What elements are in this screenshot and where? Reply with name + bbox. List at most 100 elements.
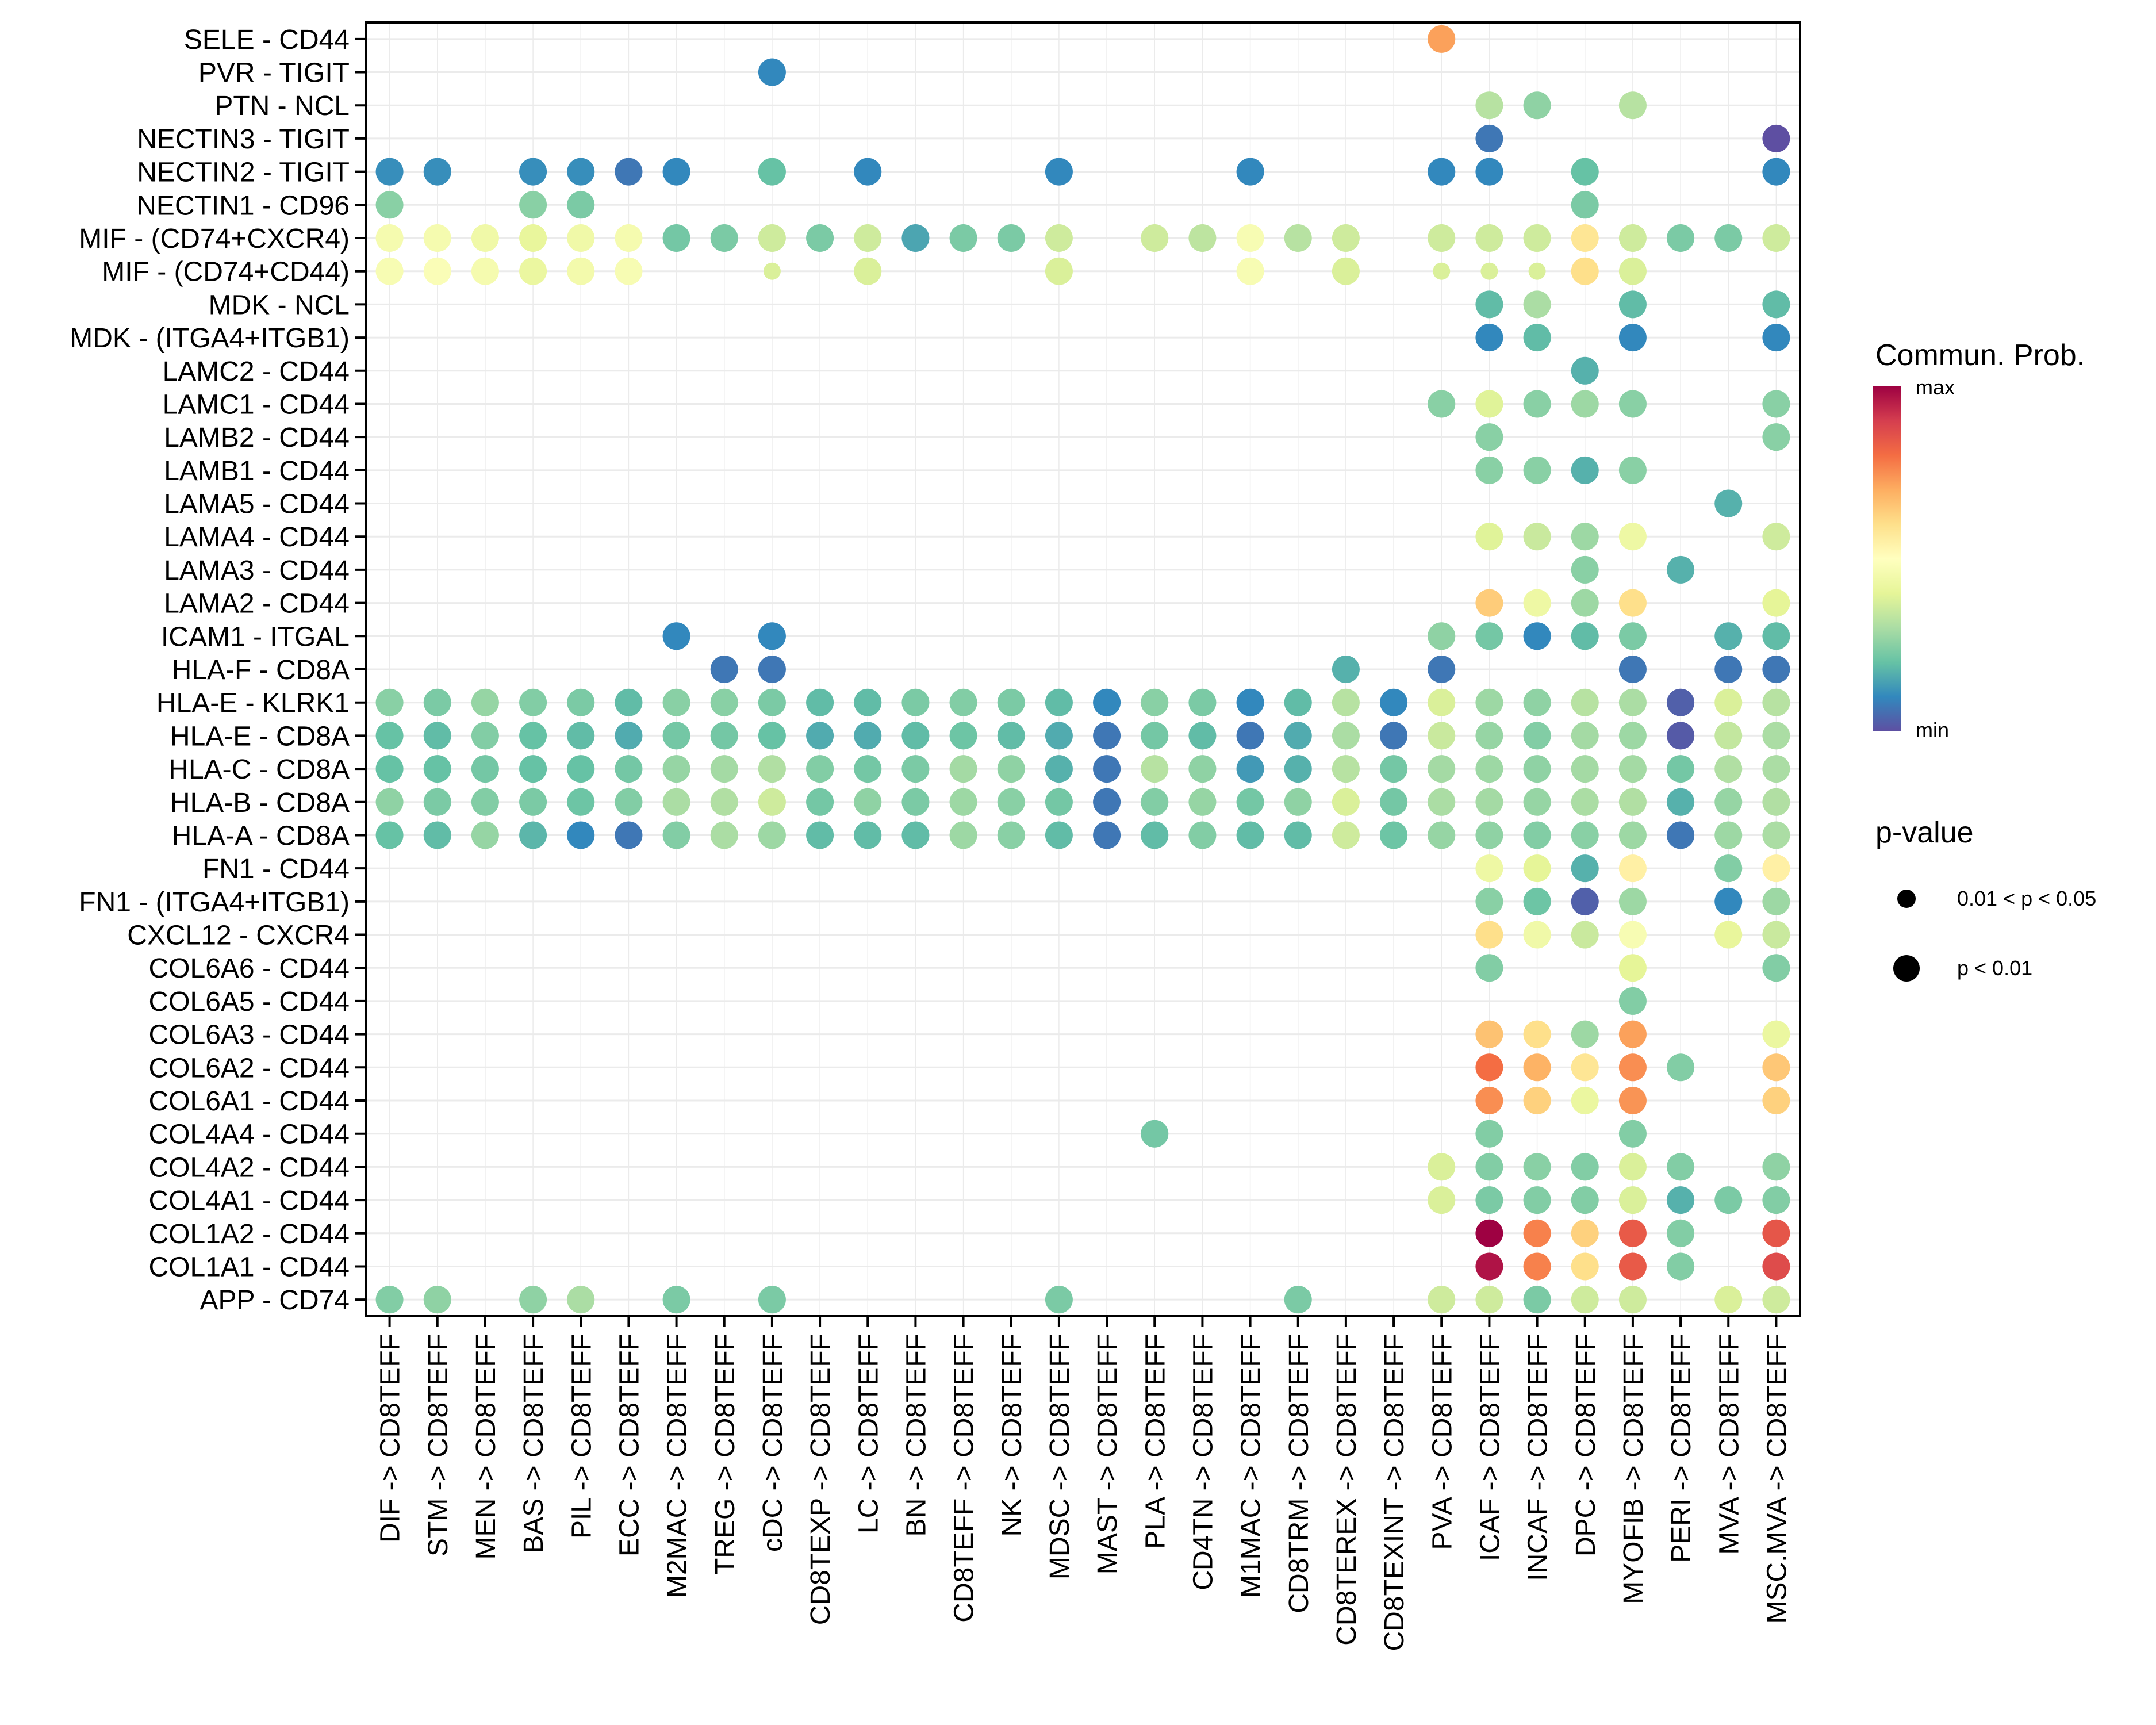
data-point: ICAM1 - ITGAL | ICAF -> CD8TEFF [1475, 622, 1503, 650]
y-tick-label: COL4A2 - CD44 [149, 1152, 350, 1183]
data-point: COL6A3 - CD44 | MSC.MVA -> CD8TEFF [1762, 1020, 1790, 1048]
data-point: HLA-C - CD8A | CD4TN -> CD8TEFF [1188, 755, 1217, 783]
data-point: HLA-B - CD8A | CD8TEXP -> CD8TEFF [806, 788, 834, 816]
data-point: HLA-B - CD8A | cDC -> CD8TEFF [758, 788, 786, 816]
data-point: HLA-E - CD8A | NK -> CD8TEFF [997, 722, 1025, 750]
data-point: APP - CD74 | cDC -> CD8TEFF [758, 1286, 786, 1314]
data-point: HLA-A - CD8A | LC -> CD8TEFF [854, 821, 882, 849]
data-point: MDK - NCL | MYOFIB -> CD8TEFF [1618, 290, 1647, 319]
data-point: APP - CD74 | DIF -> CD8TEFF [375, 1286, 404, 1314]
data-point: HLA-C - CD8A | CD8TEXINT -> CD8TEFF [1380, 755, 1408, 783]
data-point: HLA-E - CD8A | CD8TEXP -> CD8TEFF [806, 722, 834, 750]
data-point: HLA-C - CD8A | CD8TEFF -> CD8TEFF [949, 755, 977, 783]
data-point: COL4A1 - CD44 | DPC -> CD8TEFF [1571, 1186, 1599, 1214]
data-point: HLA-B - CD8A | DPC -> CD8TEFF [1571, 788, 1599, 816]
data-point: LAMC1 - CD44 | ICAF -> CD8TEFF [1475, 390, 1503, 418]
data-point: HLA-E - CD8A | M1MAC -> CD8TEFF [1236, 722, 1264, 750]
data-point: HLA-B - CD8A | CD8TRM -> CD8TEFF [1284, 788, 1312, 816]
data-point: ICAM1 - ITGAL | MSC.MVA -> CD8TEFF [1762, 622, 1790, 650]
data-point: COL6A3 - CD44 | ICAF -> CD8TEFF [1475, 1020, 1503, 1048]
data-point: MDK - NCL | INCAF -> CD8TEFF [1523, 290, 1551, 319]
data-point: APP - CD74 | M2MAC -> CD8TEFF [662, 1286, 690, 1314]
data-point: MIF - (CD74+CXCR4) | PERI -> CD8TEFF [1667, 224, 1695, 252]
data-point: LAMA2 - CD44 | ICAF -> CD8TEFF [1475, 589, 1503, 617]
data-point: LAMA2 - CD44 | INCAF -> CD8TEFF [1523, 589, 1551, 617]
data-point: MIF - (CD74+CD44) | BAS -> CD8TEFF [519, 257, 547, 285]
x-axis: DIF -> CD8TEFF STM -> CD8TEFF MEN -> CD8TE… [375, 1316, 1792, 1651]
data-point: HLA-E - KLRK1 | PLA -> CD8TEFF [1141, 688, 1169, 716]
x-tick-label: MEN -> CD8TEFF [471, 1333, 501, 1559]
data-point: HLA-E - CD8A | CD8TEFF -> CD8TEFF [949, 722, 977, 750]
data-point: HLA-E - KLRK1 | MDSC -> CD8TEFF [1045, 688, 1073, 716]
size-legend-small-dot [1897, 890, 1916, 908]
data-point: HLA-F - CD8A | PVA -> CD8TEFF [1428, 656, 1456, 683]
data-point: HLA-E - CD8A | ECC -> CD8TEFF [615, 722, 643, 750]
data-point: MIF - (CD74+CXCR4) | PIL -> CD8TEFF [567, 224, 595, 252]
data-point: HLA-E - KLRK1 | PIL -> CD8TEFF [567, 688, 595, 716]
data-point: NECTIN2 - TIGIT | cDC -> CD8TEFF [758, 158, 786, 186]
data-point: HLA-E - CD8A | cDC -> CD8TEFF [758, 722, 786, 750]
y-tick-label: MDK - (ITGA4+ITGB1) [70, 323, 350, 354]
data-point: FN1 - (ITGA4+ITGB1) | DPC -> CD8TEFF [1571, 887, 1599, 915]
data-point: HLA-B - CD8A | CD8TEXINT -> CD8TEFF [1380, 788, 1408, 816]
data-point: NECTIN2 - TIGIT | DIF -> CD8TEFF [375, 158, 404, 186]
data-point: HLA-B - CD8A | STM -> CD8TEFF [423, 788, 451, 816]
data-point: HLA-E - CD8A | DIF -> CD8TEFF [375, 722, 404, 750]
data-point: FN1 - CD44 | INCAF -> CD8TEFF [1523, 854, 1551, 883]
data-point: MIF - (CD74+CXCR4) | STM -> CD8TEFF [423, 224, 451, 252]
data-point: HLA-E - KLRK1 | CD8TEFF -> CD8TEFF [949, 688, 977, 716]
data-point: HLA-E - CD8A | BAS -> CD8TEFF [519, 722, 547, 750]
data-point: APP - CD74 | BAS -> CD8TEFF [519, 1286, 547, 1314]
y-tick-label: LAMA3 - CD44 [164, 555, 350, 586]
data-point: NECTIN2 - TIGIT | ECC -> CD8TEFF [615, 158, 643, 186]
data-point: COL6A6 - CD44 | ICAF -> CD8TEFF [1475, 954, 1503, 982]
data-point: MIF - (CD74+CD44) | ECC -> CD8TEFF [615, 257, 643, 285]
y-tick-label: COL6A3 - CD44 [149, 1020, 350, 1051]
data-point: HLA-B - CD8A | PLA -> CD8TEFF [1141, 788, 1169, 816]
data-point: APP - CD74 | CD8TRM -> CD8TEFF [1284, 1286, 1312, 1314]
data-point: HLA-B - CD8A | M1MAC -> CD8TEFF [1236, 788, 1264, 816]
data-point: ICAM1 - ITGAL | M2MAC -> CD8TEFF [662, 622, 690, 650]
data-point: NECTIN2 - TIGIT | M1MAC -> CD8TEFF [1236, 158, 1264, 186]
data-point: HLA-E - CD8A | BN -> CD8TEFF [901, 722, 930, 750]
data-point: MDK - (ITGA4+ITGB1) | MYOFIB -> CD8TEFF [1618, 324, 1647, 352]
y-tick-label: PTN - NCL [214, 91, 350, 121]
data-point: MIF - (CD74+CD44) | PIL -> CD8TEFF [567, 257, 595, 285]
data-point: FN1 - CD44 | DPC -> CD8TEFF [1571, 854, 1599, 883]
data-point: HLA-E - KLRK1 | DPC -> CD8TEFF [1571, 688, 1599, 716]
size-legend-small-label: 0.01 < p < 0.05 [1957, 887, 2096, 910]
data-point: PTN - NCL | INCAF -> CD8TEFF [1523, 91, 1551, 120]
data-point: FN1 - CD44 | MSC.MVA -> CD8TEFF [1762, 854, 1790, 883]
y-tick-label: LAMB1 - CD44 [164, 456, 350, 486]
x-tick-label: ICAF -> CD8TEFF [1475, 1333, 1505, 1561]
data-point: HLA-C - CD8A | LC -> CD8TEFF [854, 755, 882, 783]
data-point: MIF - (CD74+CXCR4) | M2MAC -> CD8TEFF [662, 224, 690, 252]
data-point: NECTIN2 - TIGIT | LC -> CD8TEFF [854, 158, 882, 186]
data-point: HLA-A - CD8A | PERI -> CD8TEFF [1667, 821, 1695, 849]
data-point: HLA-C - CD8A | CD8TEXP -> CD8TEFF [806, 755, 834, 783]
data-point: HLA-A - CD8A | PIL -> CD8TEFF [567, 821, 595, 849]
data-point: MIF - (CD74+CXCR4) | DPC -> CD8TEFF [1571, 224, 1599, 252]
data-point: MIF - (CD74+CXCR4) | MVA -> CD8TEFF [1714, 224, 1743, 252]
color-legend-bar [1873, 386, 1901, 731]
data-point: HLA-B - CD8A | NK -> CD8TEFF [997, 788, 1025, 816]
data-point: HLA-E - KLRK1 | DIF -> CD8TEFF [375, 688, 404, 716]
y-tick-label: MIF - (CD74+CXCR4) [79, 224, 350, 254]
data-point: NECTIN3 - TIGIT | ICAF -> CD8TEFF [1475, 124, 1503, 152]
data-point: COL1A1 - CD44 | MSC.MVA -> CD8TEFF [1762, 1252, 1790, 1281]
data-point: MDK - NCL | MSC.MVA -> CD8TEFF [1762, 290, 1790, 319]
x-tick-label: M2MAC -> CD8TEFF [662, 1333, 693, 1598]
data-point: HLA-E - CD8A | MEN -> CD8TEFF [471, 722, 499, 750]
data-point: APP - CD74 | INCAF -> CD8TEFF [1523, 1286, 1551, 1314]
data-point: COL1A2 - CD44 | DPC -> CD8TEFF [1571, 1219, 1599, 1247]
data-point: MIF - (CD74+CD44) | DPC -> CD8TEFF [1571, 257, 1599, 285]
data-point: ICAM1 - ITGAL | MVA -> CD8TEFF [1714, 622, 1743, 650]
data-point: COL4A2 - CD44 | MSC.MVA -> CD8TEFF [1762, 1153, 1790, 1181]
data-point: ICAM1 - ITGAL | DPC -> CD8TEFF [1571, 622, 1599, 650]
data-point: HLA-A - CD8A | MVA -> CD8TEFF [1714, 821, 1743, 849]
x-tick-label: BN -> CD8TEFF [901, 1333, 931, 1536]
data-point: NECTIN2 - TIGIT | M2MAC -> CD8TEFF [662, 158, 690, 186]
x-tick-label: CD8TEREX -> CD8TEFF [1332, 1333, 1362, 1646]
data-point: COL4A4 - CD44 | ICAF -> CD8TEFF [1475, 1120, 1503, 1148]
